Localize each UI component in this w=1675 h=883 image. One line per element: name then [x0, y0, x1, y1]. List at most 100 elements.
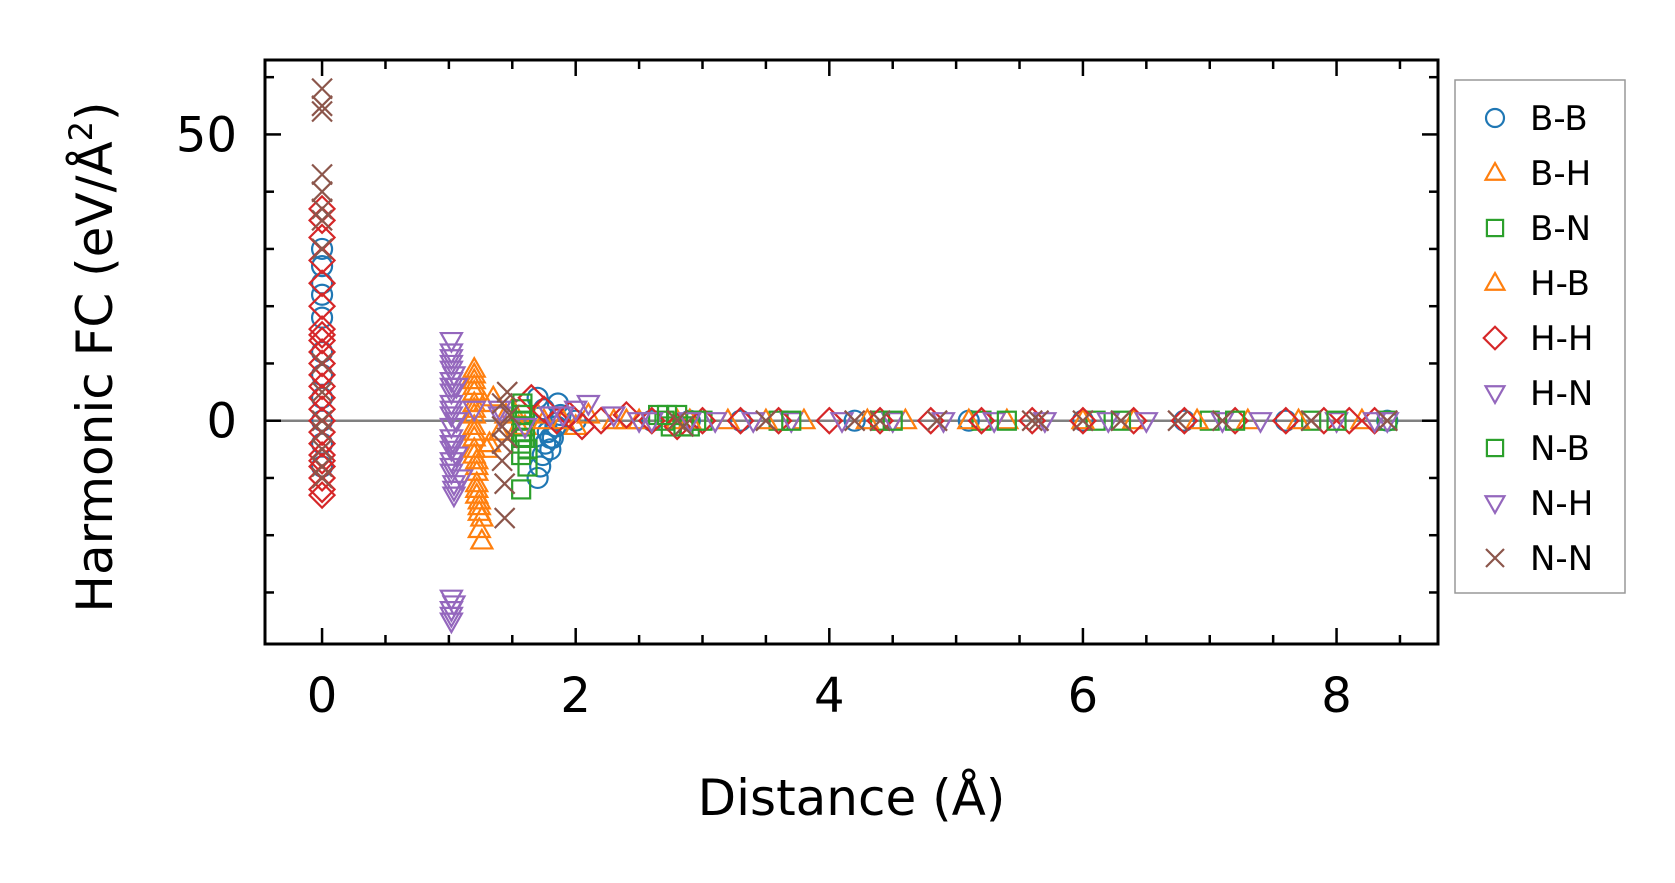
data-point-h-h [308, 315, 337, 344]
y-axis-label-superscript: 2 [62, 121, 100, 141]
data-point-n-n [311, 180, 333, 203]
data-point-n-n [1027, 409, 1050, 432]
data-point-n-n [311, 95, 333, 117]
data-point-n-h [626, 412, 652, 434]
data-point-n-n [311, 238, 333, 260]
data-point-n-h [740, 412, 766, 434]
tick-layer [265, 60, 1438, 644]
data-point-b-n [869, 410, 891, 431]
data-point-n-n [843, 409, 866, 432]
data-point-n-n [311, 77, 333, 100]
data-point-h-h [1271, 406, 1300, 435]
data-point-n-b [686, 410, 707, 431]
data-point-h-n [1324, 412, 1349, 434]
data-point-n-n [311, 409, 333, 432]
data-point-n-h [439, 343, 464, 366]
series-layer [308, 77, 1400, 635]
data-point-h-h [308, 372, 337, 401]
series-h-n [439, 331, 1400, 635]
legend-item: N-H [1483, 484, 1593, 524]
x-axis-label: Distance (Å) [698, 769, 1006, 827]
data-point-n-n [491, 415, 513, 438]
data-point-h-b [464, 453, 490, 476]
data-point-h-n [981, 412, 1007, 434]
y-axis-label: Harmonic FC (eV/Å2) [62, 101, 124, 612]
data-point-n-n [869, 409, 891, 432]
data-point-n-b [512, 393, 533, 414]
data-point-h-h [308, 292, 337, 321]
y-tick-label: 0 [206, 394, 237, 450]
legend-label: H-B [1530, 264, 1590, 304]
data-point-h-h [1335, 406, 1364, 435]
legend-marker [1482, 325, 1508, 351]
data-point-b-h [461, 436, 487, 458]
data-point-h-n [601, 406, 627, 429]
data-point-h-h [308, 349, 337, 378]
legend-label: N-H [1530, 484, 1593, 524]
legend-item: H-N [1483, 374, 1593, 414]
data-point-h-b [1184, 407, 1210, 430]
data-point-b-b [529, 455, 552, 478]
data-point-n-n [311, 455, 333, 478]
data-point-n-n [491, 450, 513, 472]
data-point-h-b [461, 396, 487, 418]
data-point-n-n [311, 381, 333, 403]
data-point-h-n [449, 469, 474, 492]
data-point-h-h [308, 383, 337, 412]
data-point-h-h [308, 326, 337, 355]
data-point-n-n [1167, 409, 1189, 432]
legend-item: N-N [1485, 539, 1593, 579]
data-point-n-n [491, 392, 513, 415]
data-point-n-h [512, 417, 538, 440]
data-point-h-n [441, 486, 467, 509]
data-point-n-h [441, 480, 467, 503]
data-point-h-h [865, 406, 895, 435]
data-point-n-b [1110, 410, 1132, 431]
data-point-b-n [1199, 410, 1220, 431]
data-point-b-b [1173, 409, 1196, 432]
data-point-h-n [1374, 412, 1400, 434]
data-point-h-h [726, 406, 755, 435]
series-n-n [311, 77, 1399, 529]
data-point-b-h [469, 527, 495, 550]
x-tick-label: 8 [1321, 668, 1352, 724]
y-tick-label: 50 [176, 107, 237, 163]
legend-marker [1485, 438, 1505, 458]
legend-label: N-B [1530, 429, 1590, 469]
data-point-n-h [1362, 412, 1387, 434]
data-point-n-h [441, 595, 467, 618]
y-axis-label-close: ) [66, 101, 124, 121]
legend-item: H-B [1483, 264, 1590, 304]
data-point-n-h [444, 412, 469, 434]
series-b-h [461, 355, 1375, 550]
data-point-n-n [493, 507, 516, 529]
legend-box [1454, 79, 1626, 594]
data-point-h-n [702, 412, 728, 434]
legend-label: H-N [1530, 374, 1593, 414]
data-point-b-b [843, 409, 866, 432]
data-point-h-h [688, 406, 717, 435]
data-point-b-b [729, 409, 752, 432]
data-point-n-b [656, 404, 678, 426]
data-point-b-b [1274, 409, 1297, 432]
legend-item: B-B [1484, 99, 1588, 139]
data-point-n-n [311, 163, 333, 186]
data-point-h-b [854, 407, 880, 430]
data-point-h-b [1286, 407, 1311, 430]
data-point-n-n [311, 467, 333, 489]
data-point-h-n [439, 383, 464, 406]
data-point-h-n [439, 406, 464, 429]
series-n-b [512, 393, 1347, 477]
series-h-b [461, 361, 1311, 521]
data-point-b-b [310, 237, 334, 261]
data-point-n-b [512, 427, 533, 448]
legend-item: H-H [1482, 319, 1593, 359]
data-point-n-n [755, 409, 777, 432]
data-point-n-h [439, 435, 464, 457]
data-point-n-n [311, 438, 333, 461]
data-point-n-b [996, 410, 1017, 431]
y-axis-label-main: Harmonic FC (eV/Å [66, 141, 124, 612]
data-point-n-n [311, 421, 333, 443]
data-point-b-b [539, 438, 562, 461]
